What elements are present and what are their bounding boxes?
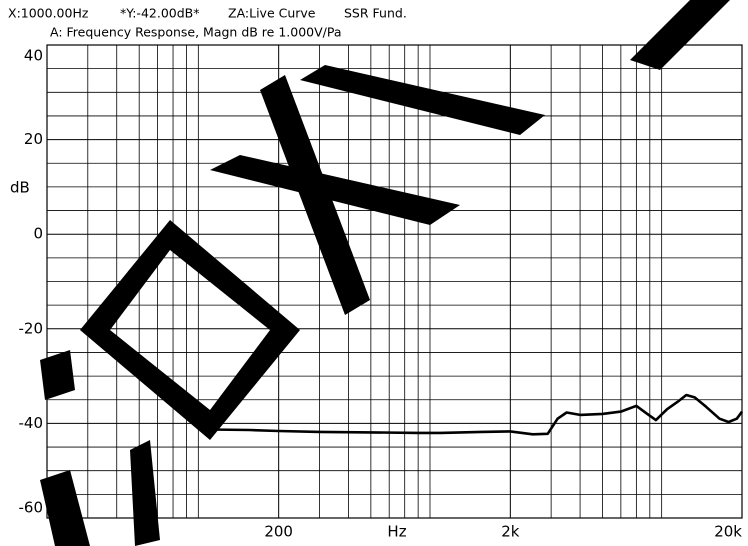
- chart-title: A: Frequency Response, Magn dB re 1.000V…: [50, 25, 342, 40]
- grid: [47, 45, 742, 518]
- x-tick-label: 20: [52, 523, 71, 541]
- watermark-stroke: [630, 0, 730, 70]
- y-tick-label: -20: [19, 319, 44, 337]
- y-tick-label: -60: [19, 499, 44, 517]
- y-tick-label: 0: [33, 225, 43, 243]
- x-tick-label: 20k: [714, 523, 742, 541]
- header-mode: SSR Fund.: [344, 6, 407, 21]
- x-tick-label: 200: [264, 523, 293, 541]
- watermark-stroke: [300, 65, 545, 135]
- watermark-stroke: [40, 350, 75, 400]
- watermark-stroke: [80, 220, 300, 440]
- x-axis-label: Hz: [387, 523, 406, 541]
- watermark: [40, 0, 730, 546]
- chart: X:1000.00Hz *Y:-42.00dB* ZA:Live Curve S…: [0, 0, 748, 546]
- y-axis-label: dB: [10, 179, 30, 197]
- header-x: X:1000.00Hz: [8, 6, 89, 21]
- y-tick-label: 20: [24, 130, 43, 148]
- header-y: *Y:-42.00dB*: [120, 6, 200, 21]
- y-tick-label: -40: [19, 414, 44, 432]
- x-tick-label: 2k: [501, 523, 520, 541]
- watermark-stroke: [130, 440, 160, 546]
- y-tick-label: 40: [24, 47, 43, 65]
- header-z: ZA:Live Curve: [228, 6, 316, 21]
